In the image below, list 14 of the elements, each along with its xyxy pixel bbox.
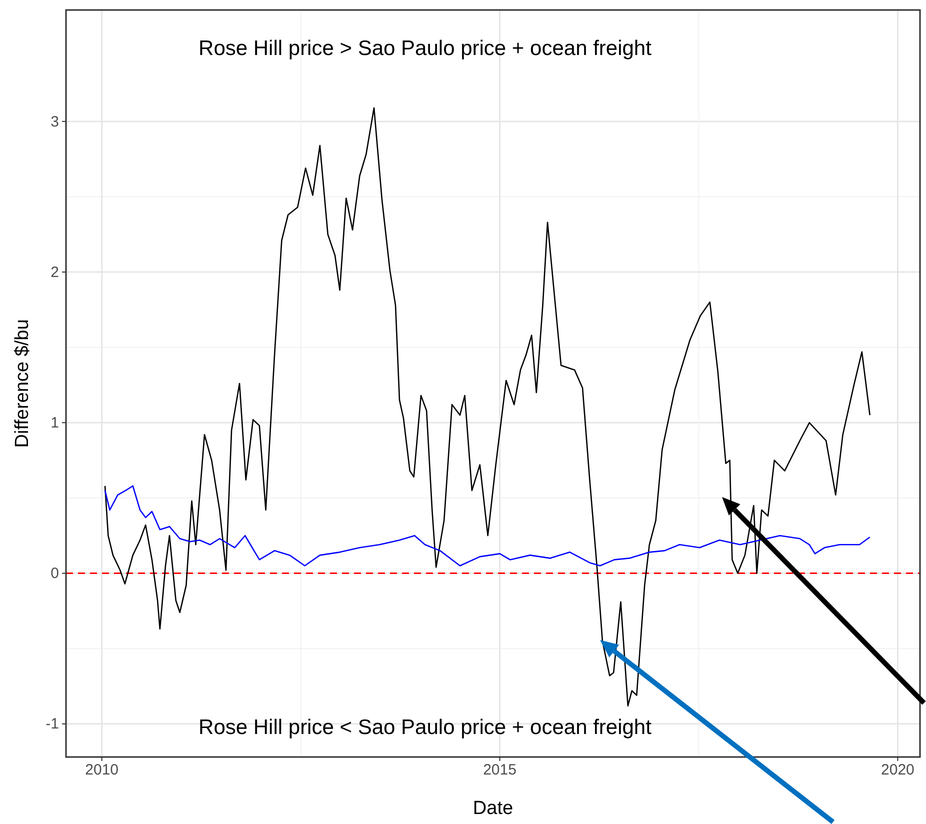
x-axis-title: Date: [472, 798, 514, 819]
annotation: Rose Hill price > Sao Paulo price + ocean freight: [198, 37, 652, 60]
x-tick-label: 2010: [85, 762, 119, 779]
y-tick-label: -1: [46, 716, 59, 733]
x-tick-label: 2015: [483, 762, 516, 779]
y-tick-label: 2: [50, 264, 59, 281]
y-tick-label: 0: [50, 565, 59, 582]
annotation: Rose Hill price < Sao Paulo price + ocean freight: [198, 716, 652, 739]
line-series: [104, 107, 871, 706]
y-axis-title: Difference $/bu: [12, 319, 33, 448]
y-tick-label: 3: [50, 113, 59, 130]
line-series: [104, 485, 871, 566]
x-tick-label: 2020: [881, 762, 914, 779]
y-tick-label: 1: [50, 414, 59, 432]
